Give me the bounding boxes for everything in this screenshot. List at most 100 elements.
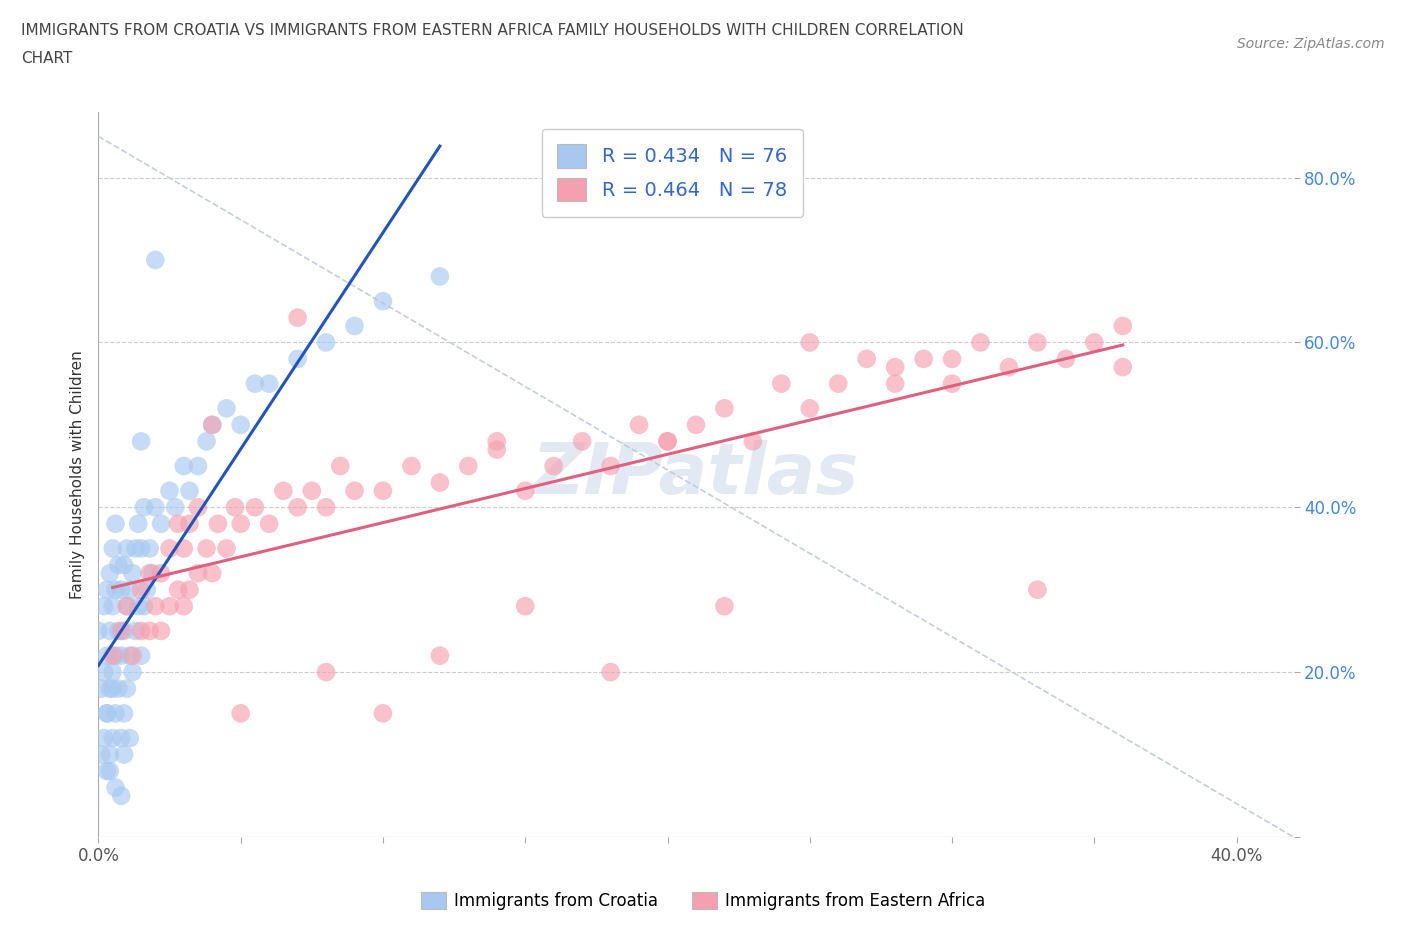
Point (187, 458, 209, 473)
Point (104, 780, 127, 795)
Point (132, 499, 155, 514)
Point (167, 582, 190, 597)
Point (127, 599, 149, 614)
Point (159, 484, 181, 498)
Point (150, 516, 173, 531)
Point (98, 764, 121, 778)
Point (485, 442, 508, 457)
Point (229, 706, 252, 721)
Point (118, 731, 141, 746)
Point (173, 541, 195, 556)
Point (515, 599, 537, 614)
Point (138, 623, 160, 638)
Point (110, 648, 132, 663)
Point (343, 318, 366, 333)
Point (121, 665, 143, 680)
Point (101, 541, 124, 556)
Point (287, 499, 309, 514)
Point (941, 352, 963, 366)
Point (107, 681, 129, 696)
Point (115, 599, 138, 614)
Point (195, 541, 218, 556)
Point (315, 665, 337, 680)
Point (301, 484, 323, 498)
Point (1026, 335, 1049, 350)
Point (87, 623, 110, 638)
Point (1112, 360, 1135, 375)
Point (201, 418, 224, 432)
Point (115, 599, 138, 614)
Point (112, 623, 135, 638)
Point (799, 335, 821, 350)
Point (713, 401, 735, 416)
Point (315, 499, 337, 514)
Point (104, 648, 127, 663)
Point (107, 623, 129, 638)
Point (257, 376, 280, 391)
Point (129, 434, 152, 449)
Point (827, 376, 849, 391)
Point (187, 565, 209, 580)
Point (657, 434, 679, 449)
Point (167, 516, 190, 531)
Point (93, 599, 115, 614)
Point (179, 516, 201, 531)
Point (143, 499, 166, 514)
Point (110, 582, 132, 597)
Point (138, 541, 160, 556)
Point (90, 747, 112, 762)
Point (150, 565, 173, 580)
Point (429, 269, 451, 284)
Point (969, 335, 991, 350)
Point (104, 582, 127, 597)
Point (115, 681, 138, 696)
Point (315, 335, 337, 350)
Point (457, 458, 479, 473)
Point (138, 565, 160, 580)
Point (201, 565, 224, 580)
Point (141, 565, 163, 580)
Point (129, 648, 152, 663)
Point (770, 376, 793, 391)
Point (173, 458, 195, 473)
Point (187, 499, 209, 514)
Point (150, 623, 173, 638)
Point (96, 648, 118, 663)
Point (121, 648, 143, 663)
Point (159, 599, 181, 614)
Point (98, 681, 121, 696)
Point (173, 599, 195, 614)
Point (884, 360, 907, 375)
Point (657, 434, 679, 449)
Point (401, 458, 423, 473)
Point (98, 565, 121, 580)
Point (101, 681, 124, 696)
Point (129, 582, 152, 597)
Point (110, 789, 132, 804)
Point (101, 648, 124, 663)
Point (371, 294, 394, 309)
Point (685, 418, 707, 432)
Point (129, 541, 152, 556)
Text: ZIPatlas: ZIPatlas (533, 440, 859, 509)
Point (93, 665, 115, 680)
Point (96, 582, 118, 597)
Point (1083, 335, 1105, 350)
Point (118, 648, 141, 663)
Legend: Immigrants from Croatia, Immigrants from Eastern Africa: Immigrants from Croatia, Immigrants from… (415, 885, 991, 917)
Point (799, 401, 821, 416)
Text: IMMIGRANTS FROM CROATIA VS IMMIGRANTS FROM EASTERN AFRICA FAMILY HOUSEHOLDS WITH: IMMIGRANTS FROM CROATIA VS IMMIGRANTS FR… (21, 23, 965, 38)
Point (287, 352, 309, 366)
Point (101, 599, 124, 614)
Point (273, 484, 295, 498)
Point (112, 557, 135, 572)
Point (998, 360, 1021, 375)
Point (429, 475, 451, 490)
Point (224, 499, 246, 514)
Y-axis label: Family Households with Children: Family Households with Children (69, 350, 84, 599)
Point (257, 516, 280, 531)
Point (127, 516, 149, 531)
Point (207, 516, 229, 531)
Point (98, 747, 121, 762)
Point (112, 706, 135, 721)
